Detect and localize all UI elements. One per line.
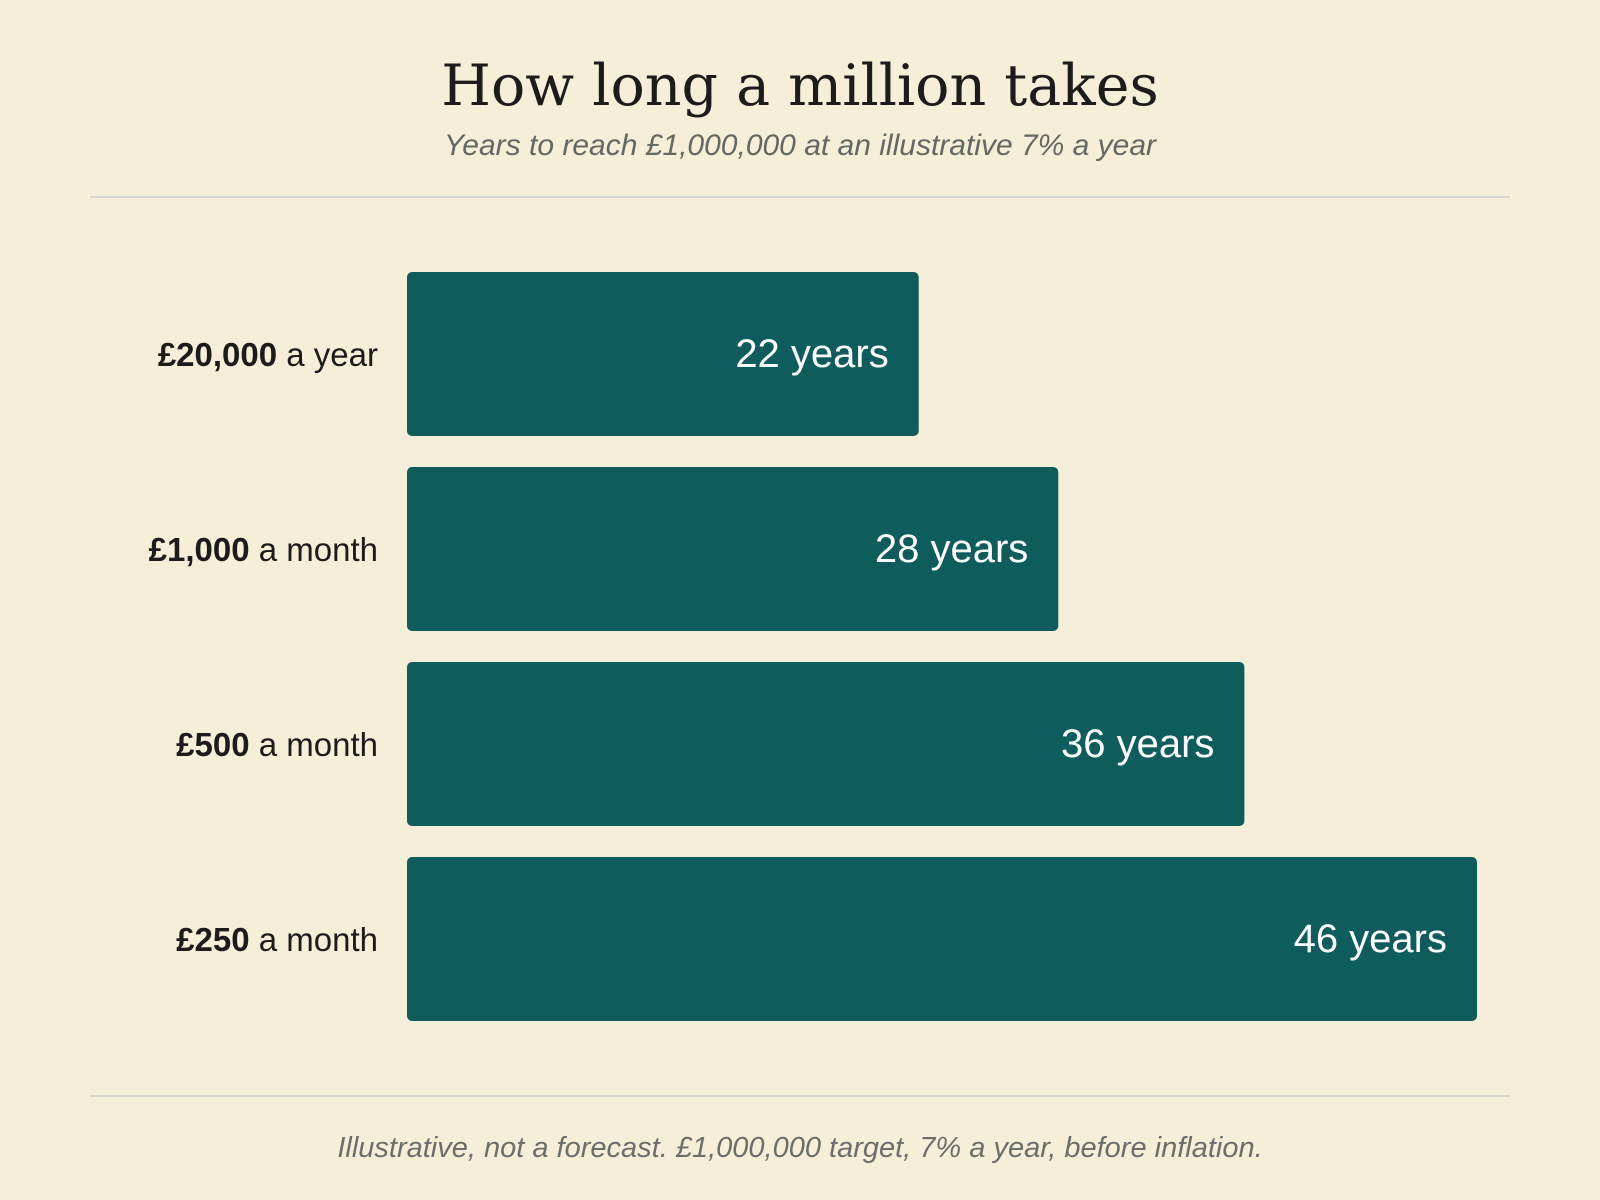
chart-title: How long a million takes	[441, 53, 1159, 119]
category-amount: £20,000	[158, 336, 277, 373]
chart-footnote: Illustrative, not a forecast. £1,000,000…	[337, 1132, 1263, 1164]
category-amount: £500	[176, 726, 249, 763]
bar-0	[407, 272, 919, 436]
bar-3	[407, 857, 1477, 1021]
category-label-1: £1,000 a month	[149, 531, 378, 568]
category-period: a month	[250, 921, 378, 958]
category-amount: £250	[176, 921, 249, 958]
bar-value-label-1: 28 years	[875, 527, 1028, 571]
category-label-2: £500 a month	[176, 726, 378, 763]
bar-value-label-3: 46 years	[1294, 917, 1447, 961]
top-divider	[90, 196, 1510, 198]
bar-1	[407, 467, 1059, 631]
bar-value-label-2: 36 years	[1061, 722, 1214, 766]
bar-value-label-0: 22 years	[735, 332, 888, 376]
category-period: a year	[277, 336, 378, 373]
chart-subtitle: Years to reach £1,000,000 at an illustra…	[443, 129, 1157, 162]
category-label-0: £20,000 a year	[158, 336, 378, 373]
bottom-divider	[90, 1095, 1510, 1097]
bar-2	[407, 662, 1245, 826]
category-amount: £1,000	[149, 531, 250, 568]
category-label-3: £250 a month	[176, 921, 378, 958]
category-period: a month	[250, 726, 378, 763]
category-period: a month	[250, 531, 378, 568]
